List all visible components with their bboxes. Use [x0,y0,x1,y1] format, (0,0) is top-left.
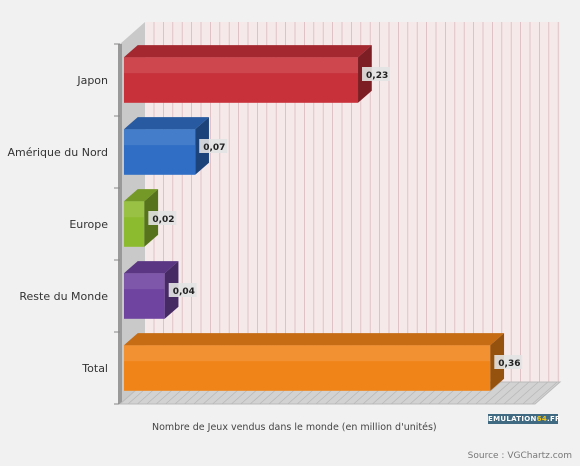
x-axis-label: Nombre de Jeux vendus dans le monde (en … [152,422,437,433]
bar-top [124,189,159,202]
data-label-text: 0,36 [498,359,520,369]
bar-highlight [124,273,165,290]
category-label: Amérique du Nord [7,146,108,159]
bar-highlight [124,57,359,74]
bar-top [124,117,209,130]
bar [124,333,505,391]
bar [124,117,209,175]
bar-top [124,45,372,58]
floor-hatch [475,381,502,405]
value-labels: 0,23 0,07 0,02 0,04 0,36 [148,67,523,369]
bar-highlight [124,345,491,362]
bar [124,189,159,247]
data-label: 0,36 [494,355,523,369]
data-label-text: 0,02 [152,215,174,225]
data-label: 0,04 [168,283,197,297]
source-note: Source : VGChartz.com [467,451,572,461]
category-label: Europe [69,218,108,231]
bar-top [124,333,505,346]
category-label: Total [81,362,108,375]
bar [124,261,179,319]
floor-hatch [531,381,558,405]
data-label: 0,23 [362,67,391,81]
category-label: Japon [76,74,108,87]
site-logo: EMULATION64.FR [488,414,561,424]
data-label-box [362,67,391,81]
floor-hatch [522,381,549,405]
logo-accent: 64 [536,415,547,423]
data-label-box [168,283,197,297]
category-label: Reste du Monde [19,290,108,303]
logo-suffix: .FR [547,415,561,423]
data-label-text: 0,23 [366,71,388,81]
floor-hatch [494,381,520,405]
bar-highlight [124,201,145,218]
bars [124,45,505,391]
bar [124,45,372,103]
data-label-box [494,355,523,369]
data-label: 0,02 [148,211,177,225]
data-label-text: 0,04 [173,287,195,297]
category-labels: Japon Amérique du Nord Europe Reste du Mond… [7,74,108,375]
logo-text: EMULATION [488,415,537,423]
data-label-box [148,211,177,225]
floor-hatch [513,381,539,405]
data-label: 0,07 [199,139,228,153]
floor-hatch [503,381,530,405]
floor-hatch [484,381,511,405]
data-label-text: 0,07 [203,143,225,153]
data-label-box [199,139,228,153]
bar-top [124,261,179,274]
bar-highlight [124,129,196,146]
